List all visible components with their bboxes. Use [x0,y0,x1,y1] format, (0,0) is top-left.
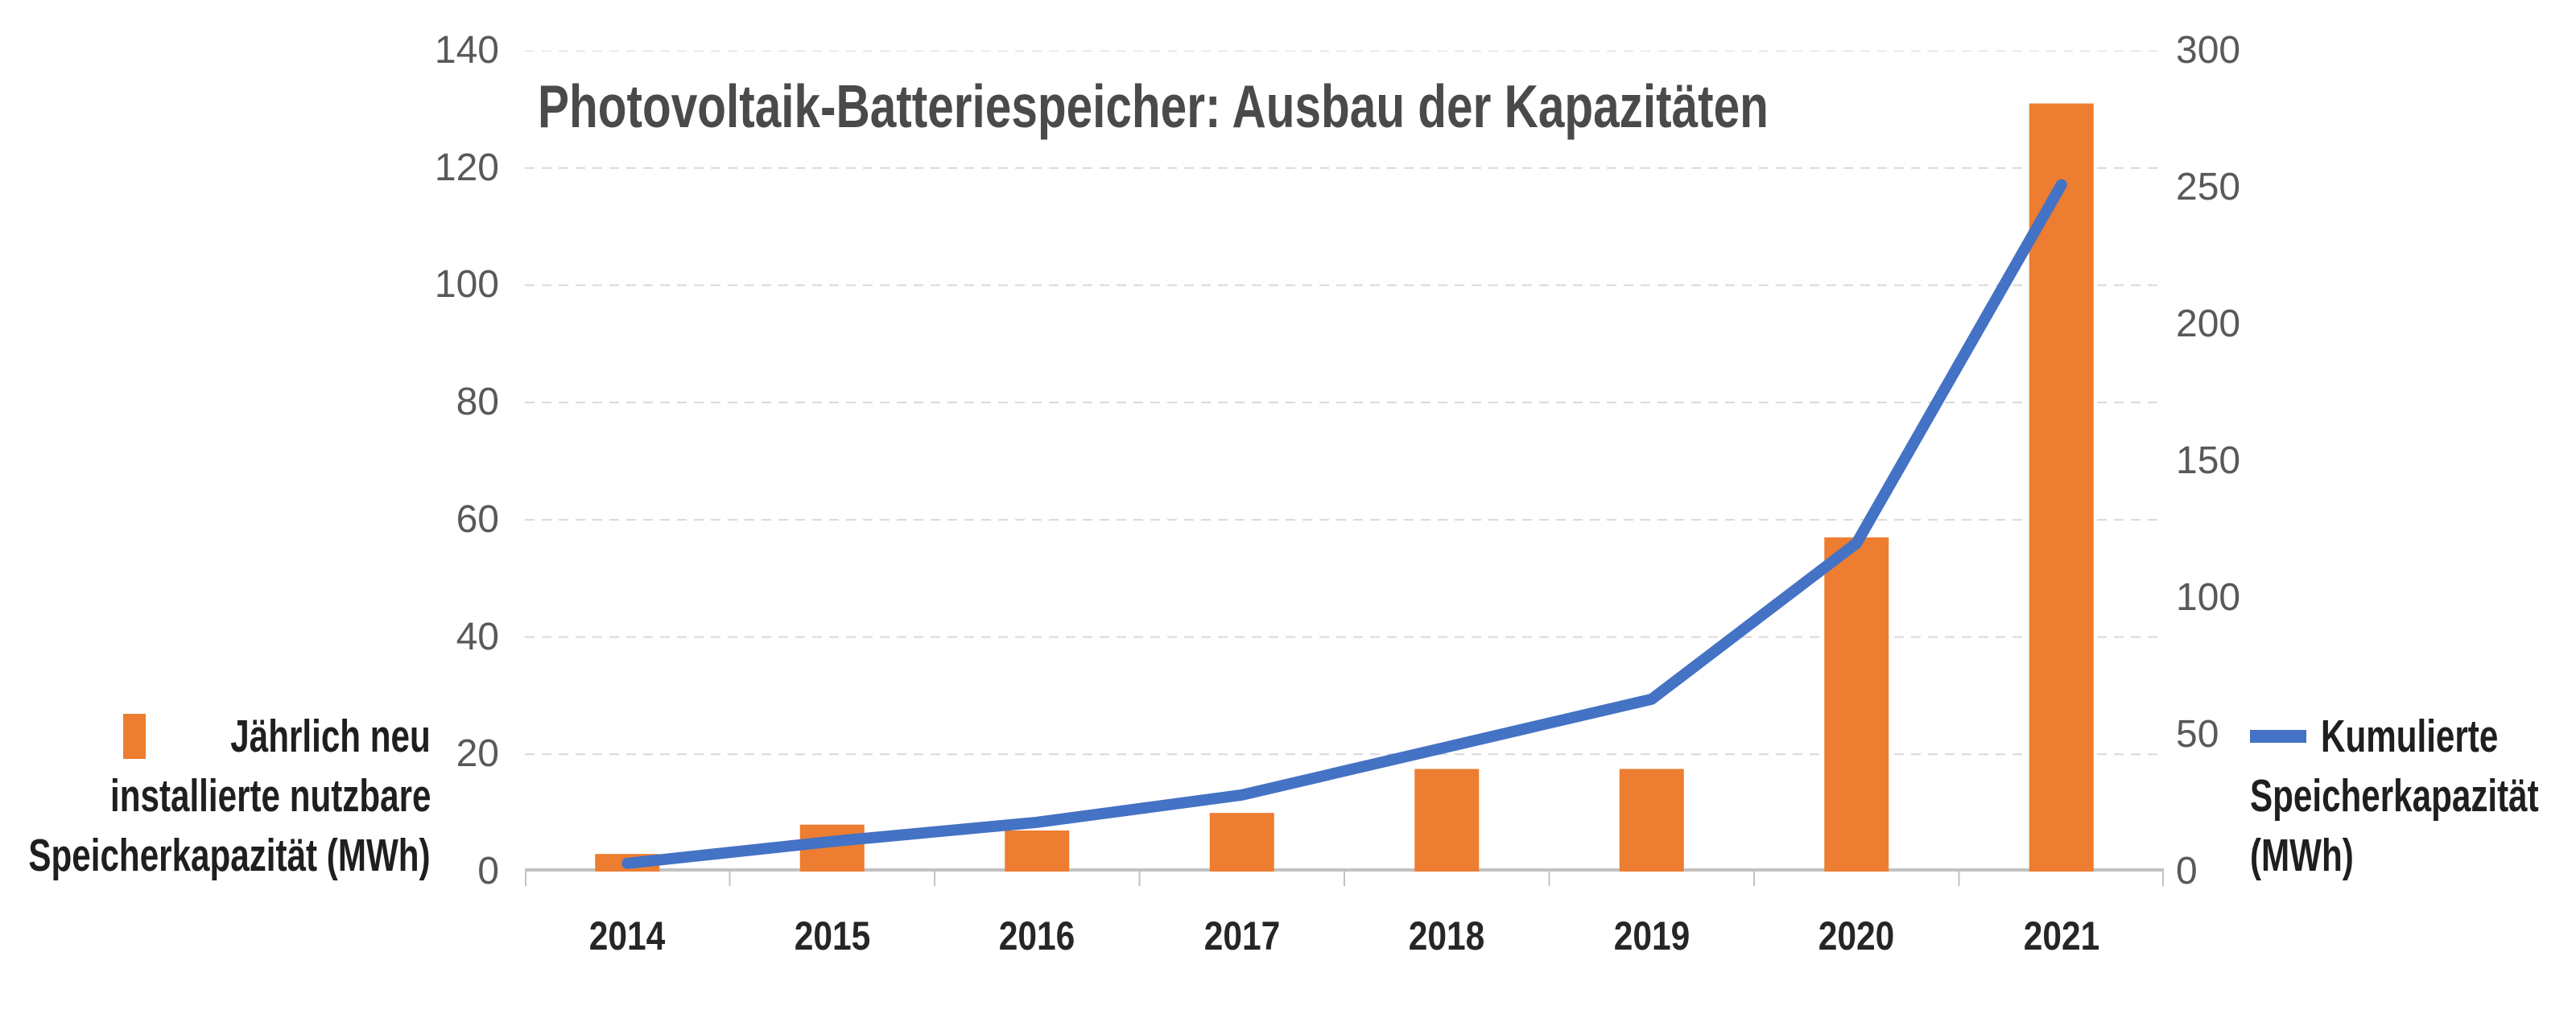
legend-bars-text-2: installierte nutzbare [109,770,431,822]
legend-line-line-1: Kumulierte [2250,707,2572,766]
y-left-tick-140: 140 [434,29,499,72]
x-label-2021: 2021 [2023,913,2100,958]
y-left-tick-100: 100 [434,263,499,307]
y-left-tick-0: 0 [477,850,499,892]
bar-2016 [1005,831,1070,872]
legend-line-series: Kumulierte Speicherkapazität (MWh) [2250,707,2572,885]
chart-plot [525,51,2164,886]
bar-2019 [1619,769,1684,872]
legend-bars: Jährlich neu installierte nutzbare Speic… [16,707,431,885]
legend-bars-line-3: Speicherkapazität (MWh) [16,826,431,885]
y-left-tick-80: 80 [456,381,499,424]
y-right-tick-150: 150 [2176,439,2241,482]
x-label-2018: 2018 [1408,913,1485,958]
legend-line-line-3: (MWh) [2250,826,2572,885]
y-left-tick-120: 120 [434,146,499,189]
bar-2017 [1209,813,1274,872]
x-label-2017: 2017 [1203,913,1281,958]
bar-series-swatch-icon [123,714,147,759]
y-right-tick-50: 50 [2176,713,2219,756]
legend-line-text-2: Speicherkapazität [2250,770,2539,822]
y-left-tick-40: 40 [456,615,499,658]
legend-line-text-3: (MWh) [2250,830,2354,881]
x-label-2020: 2020 [1818,913,1895,958]
legend-line-line-2: Speicherkapazität [2250,766,2572,826]
y-left-tick-60: 60 [456,497,499,541]
y-right-tick-300: 300 [2176,29,2241,72]
legend-line-text-1: Kumulierte [2321,711,2499,762]
x-label-2014: 2014 [588,913,666,958]
chart-title: Photovoltaik-Batteriespeicher: Ausbau de… [538,72,1769,140]
bar-2018 [1414,769,1480,872]
y-right-tick-200: 200 [2176,303,2241,345]
legend-bars-line-2: installierte nutzbare [16,766,431,826]
legend-bars-line-1: Jährlich neu [16,707,431,766]
x-label-2015: 2015 [794,913,871,958]
x-label-2019: 2019 [1613,913,1690,958]
bar-2020 [1824,537,1889,872]
x-label-2016: 2016 [998,913,1075,958]
y-right-tick-100: 100 [2176,576,2241,619]
line-series-swatch-icon [2250,730,2306,743]
legend-bars-text-1: Jährlich neu [230,711,431,762]
legend-bars-text-3: Speicherkapazität (MWh) [28,830,431,881]
cumulative-line [621,179,2067,869]
y-right-tick-0: 0 [2176,850,2198,892]
y-right-tick-250: 250 [2176,166,2241,208]
y-left-tick-20: 20 [456,732,499,776]
